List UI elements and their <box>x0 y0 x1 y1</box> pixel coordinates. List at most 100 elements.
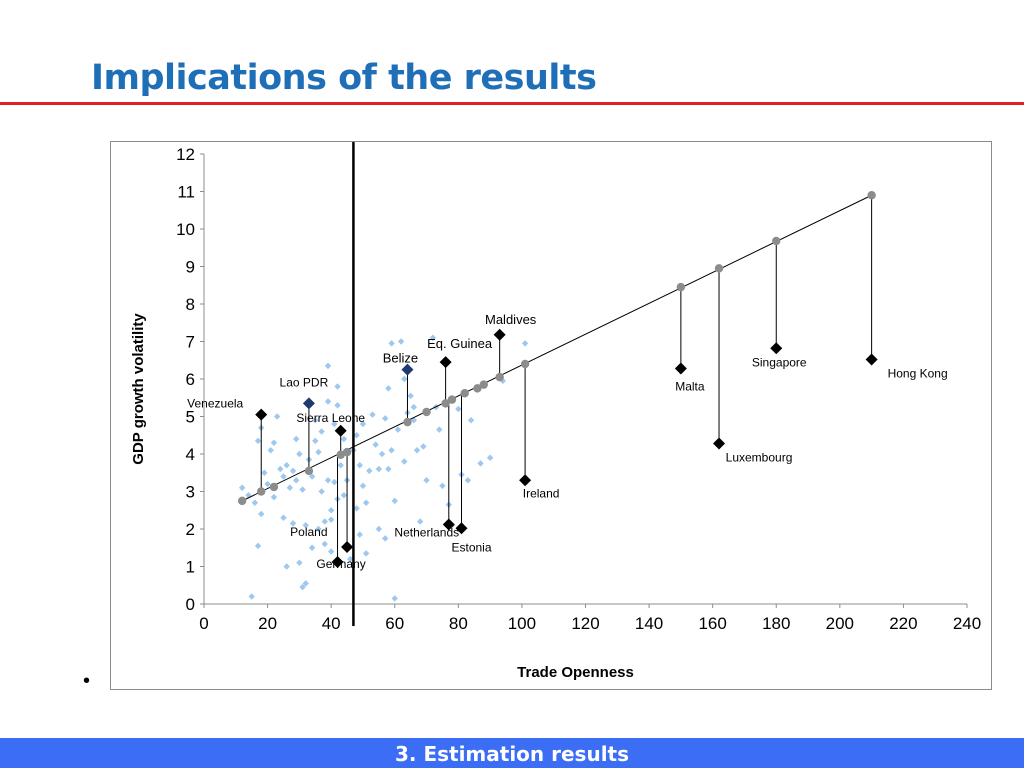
highlighted-point <box>341 541 354 553</box>
data-point <box>436 426 443 433</box>
data-point <box>324 362 332 370</box>
data-point <box>455 405 462 413</box>
highlighted-point <box>713 437 726 450</box>
highlighted-point <box>455 522 468 535</box>
data-point <box>296 559 303 566</box>
data-point <box>296 450 303 458</box>
data-point <box>264 480 271 488</box>
data-point <box>486 454 494 461</box>
data-point <box>375 465 383 473</box>
fitted-point <box>867 191 876 200</box>
y-tick-label: 4 <box>186 445 195 464</box>
data-point <box>299 583 306 591</box>
data-point <box>321 540 329 548</box>
country-label: Eq. Guinea <box>427 336 493 351</box>
data-point <box>382 415 389 422</box>
chart-frame: 0 1 2 3 4 5 6 7 8 9 10 11 12 0 20 40 60 80 100 120 140 160 180… <box>110 141 992 690</box>
fitted-point <box>676 282 686 292</box>
data-point <box>347 555 354 563</box>
data-point <box>308 473 316 480</box>
data-point <box>334 402 341 409</box>
data-point <box>280 514 287 521</box>
x-tick-label: 80 <box>449 614 468 633</box>
highlighted-point <box>770 342 783 355</box>
y-tick-label: 6 <box>186 370 195 389</box>
data-point <box>286 484 294 491</box>
title-divider <box>0 102 1024 105</box>
data-point <box>258 510 265 518</box>
highlighted-point <box>493 328 506 341</box>
data-point <box>308 544 316 551</box>
data-point <box>299 486 306 493</box>
data-point <box>324 477 332 484</box>
data-point <box>273 413 281 420</box>
country-label: Malta <box>675 380 705 394</box>
y-tick-label: 2 <box>186 520 195 539</box>
country-label: Singapore <box>752 355 807 369</box>
fitted-point <box>495 372 504 382</box>
data-point <box>254 542 262 550</box>
data-point <box>401 375 408 383</box>
fitted-point <box>473 384 482 393</box>
data-point <box>521 340 529 347</box>
fitted-point <box>772 236 781 246</box>
data-point <box>464 477 472 484</box>
data-point <box>327 548 335 555</box>
data-point <box>388 340 395 347</box>
y-axis-label: GDP growth volatility <box>130 313 147 465</box>
data-point <box>362 499 370 506</box>
country-label: Sierra Leone <box>296 411 365 425</box>
data-point <box>302 522 309 529</box>
data-point <box>366 467 373 475</box>
data-point <box>401 458 408 465</box>
data-point <box>277 465 284 473</box>
data-point <box>416 518 424 525</box>
fitted-point <box>520 359 530 369</box>
country-label: Luxembourg <box>726 451 793 465</box>
fitted-point <box>460 389 469 398</box>
data-point <box>270 493 278 501</box>
fitted-point <box>342 447 352 457</box>
data-point <box>359 482 367 490</box>
highlighted-point <box>302 397 315 410</box>
bullet-point: • <box>83 670 91 692</box>
fitted-point <box>336 450 345 459</box>
y-tick-label: 0 <box>186 595 195 614</box>
y-tick-label: 3 <box>186 483 195 502</box>
data-point <box>334 383 341 390</box>
data-point <box>340 492 348 499</box>
data-point <box>423 477 430 484</box>
x-tick-label: 160 <box>698 614 726 633</box>
data-point <box>261 469 268 476</box>
fitted-point <box>257 487 266 496</box>
data-point <box>420 443 427 450</box>
fitted-point <box>441 399 450 408</box>
data-point <box>362 550 370 557</box>
data-point <box>388 447 395 454</box>
highlighted-point <box>439 356 452 369</box>
country-label: Venezuela <box>187 397 243 411</box>
data-point <box>331 478 338 486</box>
highlighted-point <box>442 518 455 531</box>
data-point <box>499 377 507 385</box>
data-point <box>280 473 287 480</box>
x-tick-label: 180 <box>762 614 790 633</box>
data-point <box>378 450 386 458</box>
highlighted-point <box>334 424 347 437</box>
x-tick-label: 240 <box>953 614 981 633</box>
data-point <box>356 462 363 469</box>
x-tick-label: 120 <box>571 614 599 633</box>
x-tick-label: 140 <box>635 614 663 633</box>
fitted-point <box>304 466 314 476</box>
data-point <box>407 392 414 400</box>
data-point <box>331 420 338 428</box>
data-point <box>385 465 392 473</box>
data-point <box>245 492 252 499</box>
y-tick-label: 8 <box>186 295 195 314</box>
data-point <box>318 488 325 495</box>
footer-section-label: 3. Estimation results <box>394 742 630 766</box>
highlighted-point <box>865 353 878 366</box>
x-tick-label: 200 <box>826 614 854 633</box>
country-label: Poland <box>290 525 327 539</box>
